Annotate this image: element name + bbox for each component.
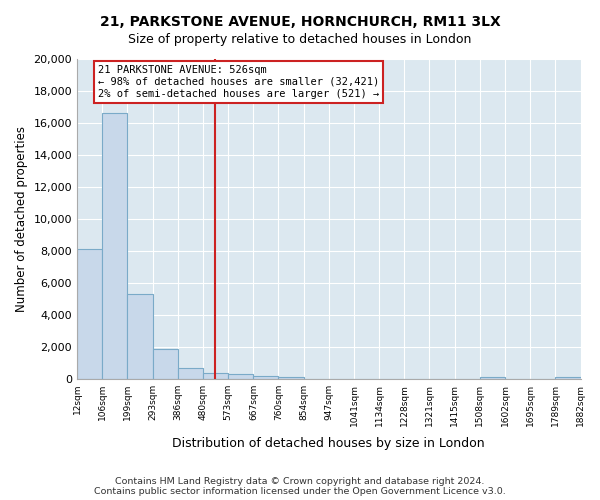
Text: 21, PARKSTONE AVENUE, HORNCHURCH, RM11 3LX: 21, PARKSTONE AVENUE, HORNCHURCH, RM11 3… [100,15,500,29]
Text: 21 PARKSTONE AVENUE: 526sqm
← 98% of detached houses are smaller (32,421)
2% of : 21 PARKSTONE AVENUE: 526sqm ← 98% of det… [98,66,379,98]
Text: Size of property relative to detached houses in London: Size of property relative to detached ho… [128,32,472,46]
Bar [103,114,127,379]
Text: Contains HM Land Registry data © Crown copyright and database right 2024.: Contains HM Land Registry data © Crown c… [115,477,485,486]
Bar [178,368,203,379]
Y-axis label: Number of detached properties: Number of detached properties [15,126,28,312]
Bar [127,294,152,379]
Text: Contains public sector information licensed under the Open Government Licence v3: Contains public sector information licen… [94,487,506,496]
Bar [203,374,228,379]
Bar [77,250,103,379]
Bar [253,376,278,379]
Bar [228,374,253,379]
X-axis label: Distribution of detached houses by size in London: Distribution of detached houses by size … [172,437,485,450]
Bar [152,350,178,379]
Bar [556,376,581,379]
Bar [480,378,505,379]
Bar [278,376,304,379]
